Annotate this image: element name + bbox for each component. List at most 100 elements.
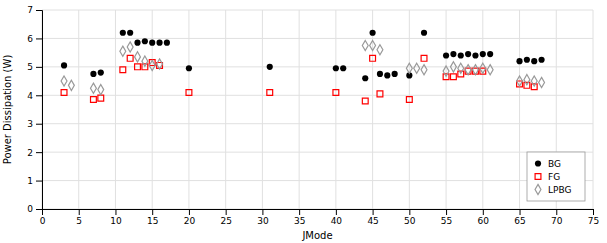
point: [487, 51, 493, 57]
point: [91, 97, 97, 103]
y-axis: 01234567: [27, 5, 42, 214]
grid-line-y: [42, 123, 593, 124]
point: [267, 90, 273, 96]
point: [127, 42, 133, 52]
point: [450, 62, 456, 72]
grid-line-y: [42, 152, 593, 153]
point: [465, 51, 471, 57]
point: [472, 52, 478, 58]
tick: 70: [551, 209, 563, 226]
axis-line: [43, 210, 594, 216]
grid-line-x: [115, 10, 116, 209]
tick-mark: [226, 209, 227, 215]
point: [142, 56, 148, 66]
tick-label: 0: [40, 216, 46, 226]
tick-label: 45: [367, 216, 378, 226]
point: [539, 77, 545, 87]
point: [90, 83, 96, 93]
point: [480, 63, 486, 73]
tick-mark: [299, 209, 300, 215]
series-0: [61, 30, 545, 82]
point: [524, 57, 530, 63]
tick-label: 50: [404, 216, 416, 226]
tick-mark: [36, 95, 42, 96]
tick: 30: [257, 209, 269, 226]
point: [414, 63, 420, 73]
point: [370, 30, 376, 36]
tick-label: 25: [220, 216, 231, 226]
x-axis-title: JMode: [301, 230, 332, 241]
point: [149, 40, 155, 46]
grid-line-x: [446, 10, 447, 209]
point: [421, 30, 427, 36]
point: [531, 58, 537, 64]
point: [362, 98, 368, 104]
tick-label: 15: [147, 216, 158, 226]
tick: 3: [27, 119, 42, 129]
tick-mark: [409, 209, 410, 215]
grid-line-y: [42, 10, 593, 11]
point: [61, 62, 67, 68]
axis-line: [36, 11, 43, 210]
grid-line-x: [225, 10, 226, 209]
point: [384, 72, 390, 78]
tick: 75: [588, 209, 599, 226]
point: [377, 45, 383, 55]
tick-mark: [36, 67, 42, 68]
tick: 25: [220, 209, 231, 226]
grid: [42, 10, 593, 209]
tick: 2: [27, 148, 42, 158]
point: [90, 71, 96, 77]
point: [186, 65, 192, 71]
y-axis-title: Power Dissipation (W): [2, 55, 13, 165]
legend-label: FG: [548, 172, 560, 182]
tick-label: 30: [257, 216, 269, 226]
point: [450, 51, 456, 57]
tick-mark: [373, 209, 374, 215]
tick-label: 20: [184, 216, 196, 226]
tick-label: 60: [478, 216, 490, 226]
point: [443, 52, 449, 58]
point: [406, 63, 412, 73]
grid-line-x: [262, 10, 263, 209]
legend-label: BG: [548, 159, 561, 169]
grid-line-x: [519, 10, 520, 209]
tick: 1: [27, 176, 42, 186]
point: [127, 55, 133, 61]
point: [406, 97, 412, 103]
point: [135, 64, 141, 70]
tick: 5: [27, 62, 42, 72]
point: [465, 65, 471, 75]
tick-mark: [189, 209, 190, 215]
tick-label: 4: [27, 91, 33, 101]
point: [61, 90, 67, 96]
tick: 20: [184, 209, 196, 226]
tick-mark: [36, 124, 42, 125]
point: [164, 40, 170, 46]
point: [186, 90, 192, 96]
tick-label: 10: [110, 216, 122, 226]
tick: 55: [441, 209, 452, 226]
tick-mark: [336, 209, 337, 215]
point: [370, 40, 376, 50]
tick: 0: [40, 209, 46, 226]
tick-label: 1: [27, 176, 33, 186]
grid-line-y: [42, 95, 593, 96]
point: [421, 55, 427, 61]
point: [392, 71, 398, 77]
tick-label: 75: [588, 216, 599, 226]
tick: 15: [147, 209, 158, 226]
point: [134, 40, 140, 46]
tick-mark: [115, 209, 116, 215]
point: [120, 46, 126, 56]
point: [120, 30, 126, 36]
point: [377, 91, 383, 97]
tick-label: 40: [331, 216, 343, 226]
grid-line-x: [409, 10, 410, 209]
point: [362, 40, 368, 50]
point: [98, 69, 104, 75]
point: [98, 85, 104, 95]
tick-label: 70: [551, 216, 563, 226]
tick-mark: [446, 209, 447, 215]
tick: 6: [27, 34, 42, 44]
